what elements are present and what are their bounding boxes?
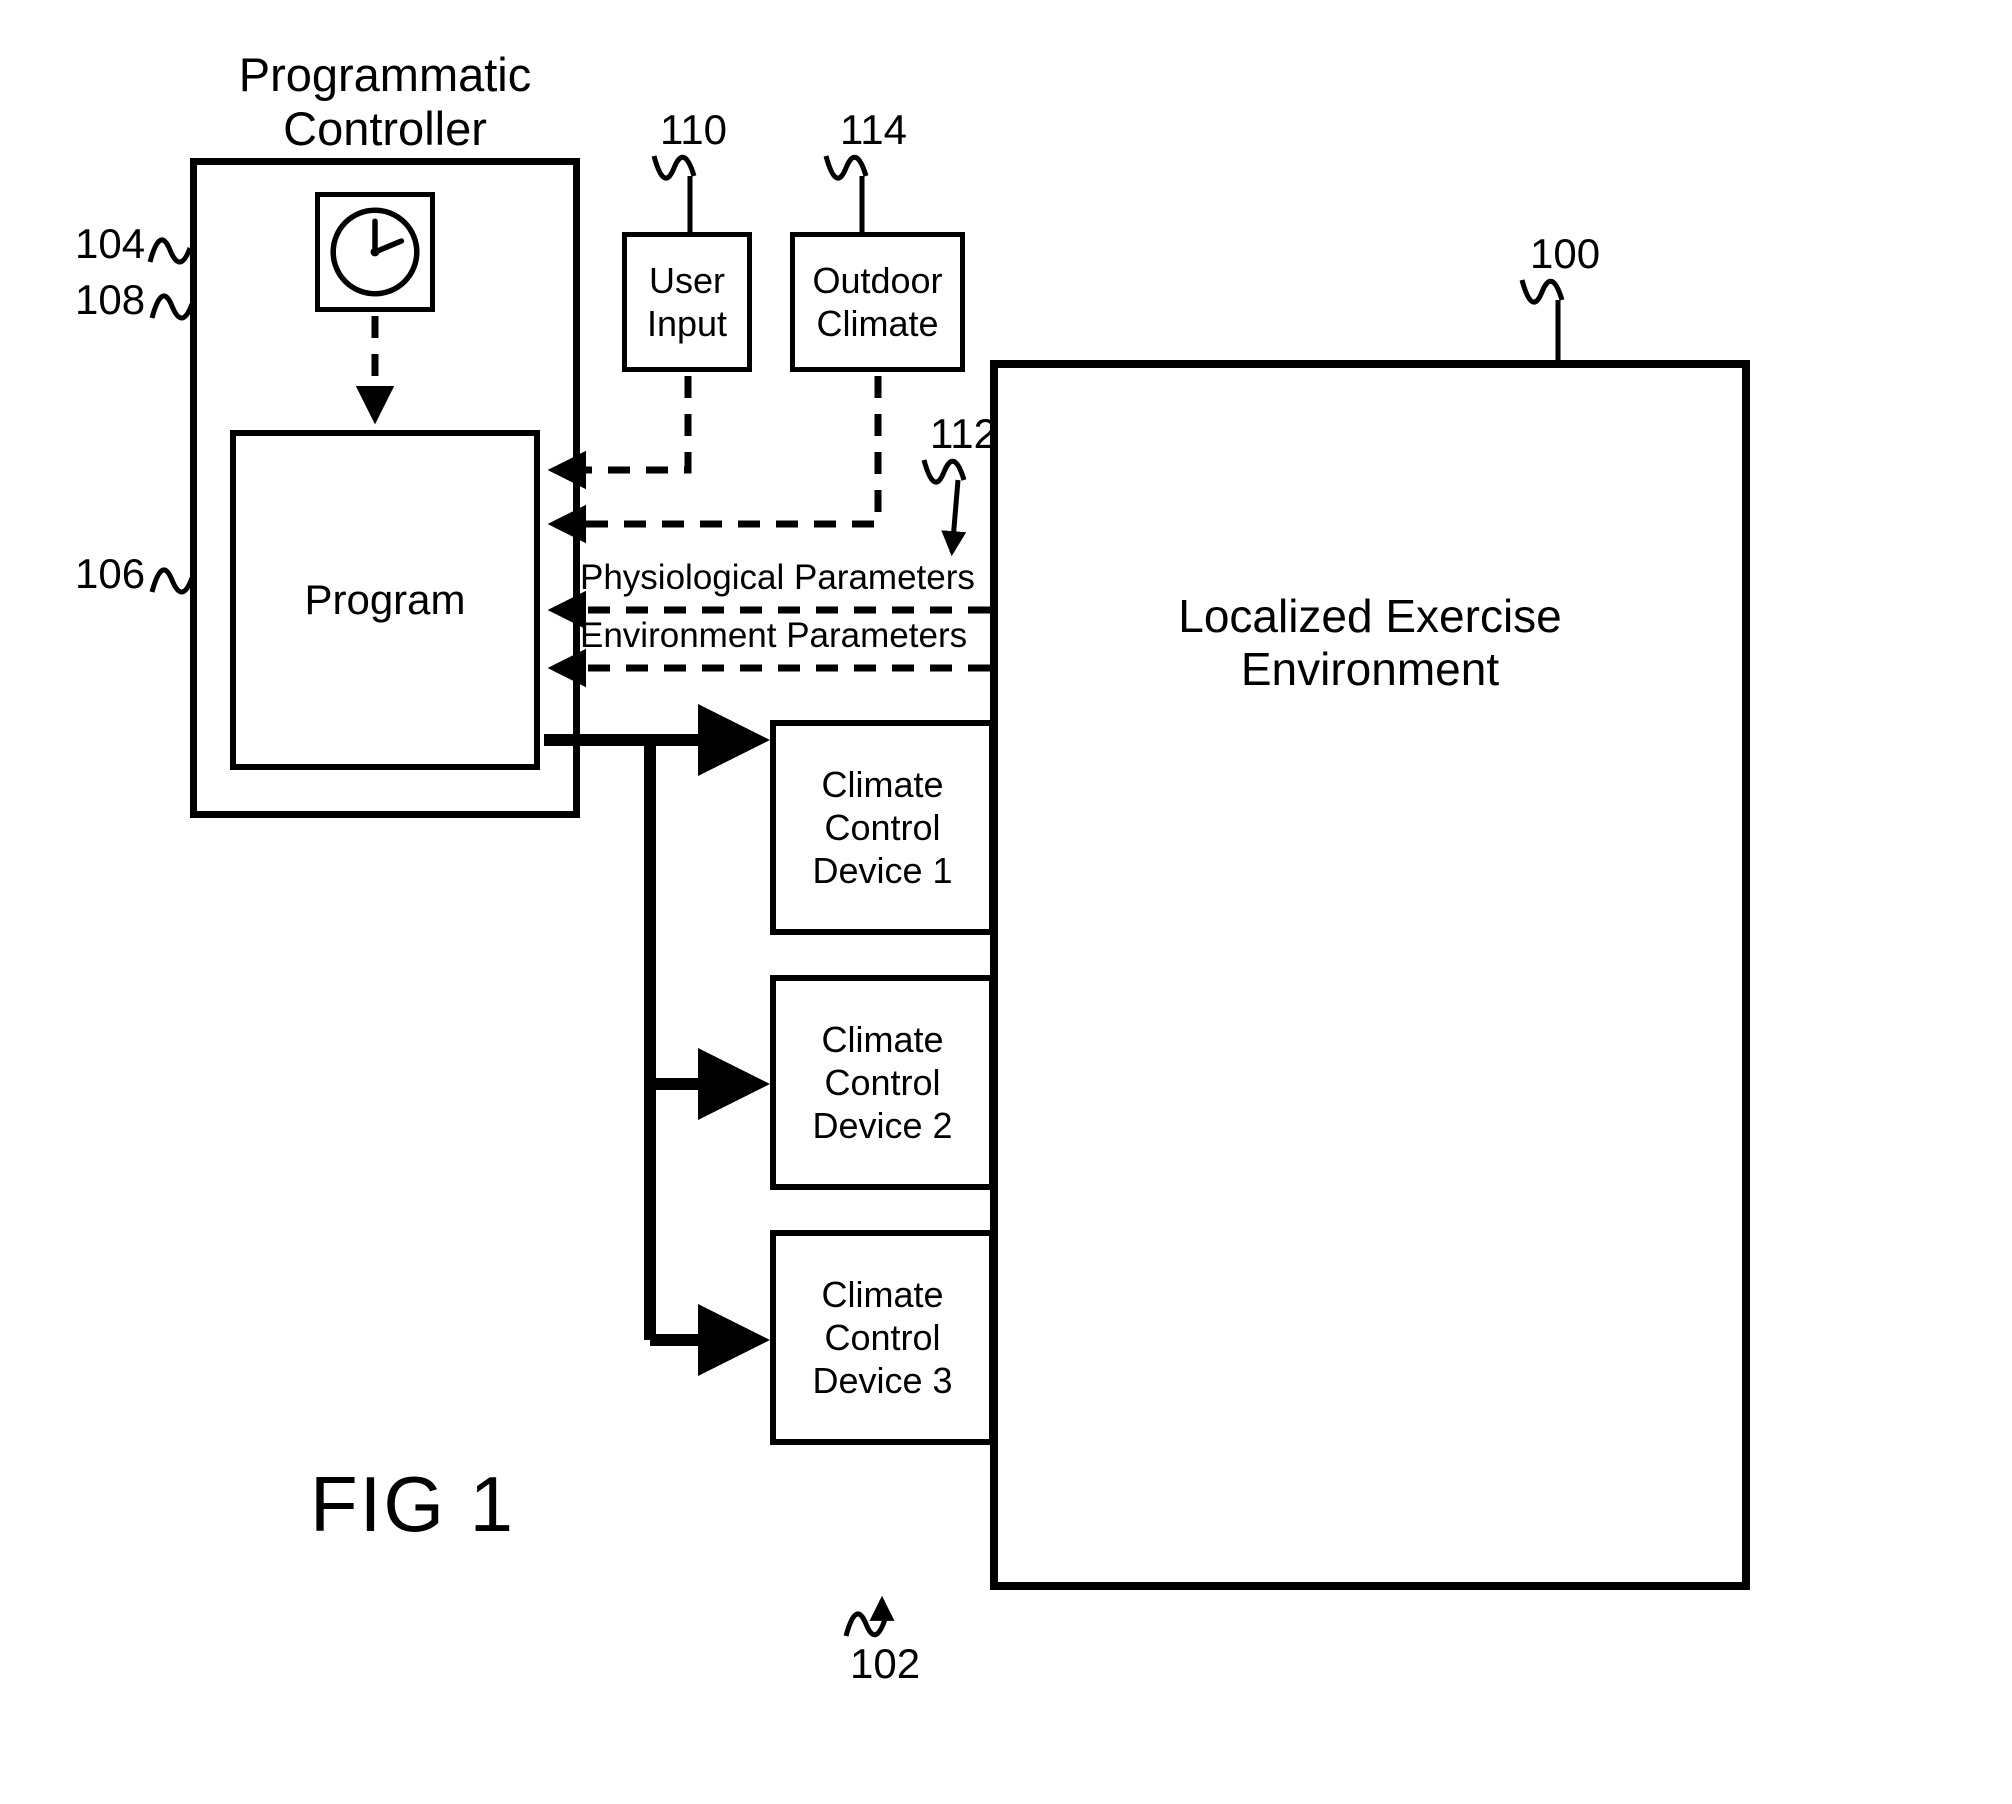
environment-label: Localized Exercise Environment xyxy=(1178,590,1562,695)
lead-110 xyxy=(654,156,694,178)
controller-title-text: Programmatic Controller xyxy=(239,48,532,155)
outdoor-to-program xyxy=(554,376,878,524)
lead-112-arrow xyxy=(952,480,958,552)
program-box: Program xyxy=(230,430,540,770)
ref-100: 100 xyxy=(1530,230,1600,278)
ref-114: 114 xyxy=(840,106,907,154)
ref-102: 102 xyxy=(850,1640,920,1688)
device-2-box: Climate Control Device 2 xyxy=(770,975,995,1190)
physio-params-label: Physiological Parameters xyxy=(580,558,990,598)
output-trunk xyxy=(544,740,650,1340)
clock-box xyxy=(315,192,435,312)
ref-108: 108 xyxy=(75,276,145,324)
device-1-label: Climate Control Device 1 xyxy=(812,763,952,893)
lead-108 xyxy=(152,296,192,318)
program-label: Program xyxy=(304,575,465,625)
lead-114 xyxy=(826,156,866,178)
lead-112 xyxy=(924,460,964,482)
ref-110: 110 xyxy=(660,106,727,154)
figure-label: FIG 1 xyxy=(310,1460,515,1550)
device-3-box: Climate Control Device 3 xyxy=(770,1230,995,1445)
outdoor-climate-box: Outdoor Climate xyxy=(790,232,965,372)
ref-112: 112 xyxy=(930,410,997,458)
ref-104: 104 xyxy=(75,220,145,268)
outdoor-climate-label: Outdoor Climate xyxy=(812,259,942,345)
controller-title: Programmatic Controller xyxy=(190,48,580,156)
ref-106: 106 xyxy=(75,550,145,598)
user-input-box: User Input xyxy=(622,232,752,372)
clock-icon xyxy=(320,197,430,307)
environment-label-wrap: Localized Exercise Environment xyxy=(990,590,1750,696)
lead-106 xyxy=(152,570,192,592)
lead-100 xyxy=(1522,280,1562,302)
lead-102 xyxy=(846,1614,886,1636)
env-params-label: Environment Parameters xyxy=(580,616,990,656)
lead-104 xyxy=(150,240,190,262)
user-input-label: User Input xyxy=(647,259,727,345)
device-2-label: Climate Control Device 2 xyxy=(812,1018,952,1148)
device-1-box: Climate Control Device 1 xyxy=(770,720,995,935)
environment-box xyxy=(990,360,1750,1590)
device-3-label: Climate Control Device 3 xyxy=(812,1273,952,1403)
